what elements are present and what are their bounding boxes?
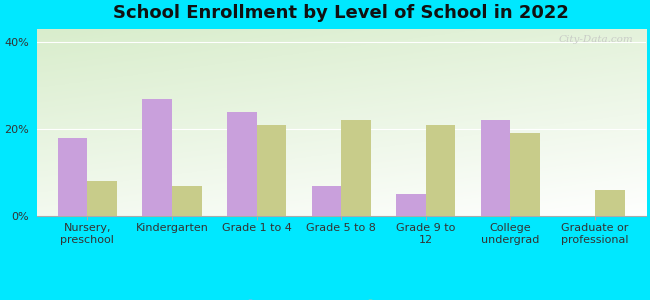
Text: City-Data.com: City-Data.com <box>559 35 634 44</box>
Bar <box>87 181 117 216</box>
Bar <box>142 99 172 216</box>
Bar <box>595 190 625 216</box>
Bar <box>396 194 426 216</box>
Bar <box>510 134 540 216</box>
Bar <box>257 125 286 216</box>
Bar <box>172 186 202 216</box>
Bar <box>227 112 257 216</box>
Bar <box>341 121 370 216</box>
Bar <box>481 121 510 216</box>
Title: School Enrollment by Level of School in 2022: School Enrollment by Level of School in … <box>113 4 569 22</box>
Bar <box>58 138 87 216</box>
Bar <box>426 125 456 216</box>
Legend: Widener, AR, Arkansas: Widener, AR, Arkansas <box>233 295 450 300</box>
Bar <box>311 186 341 216</box>
